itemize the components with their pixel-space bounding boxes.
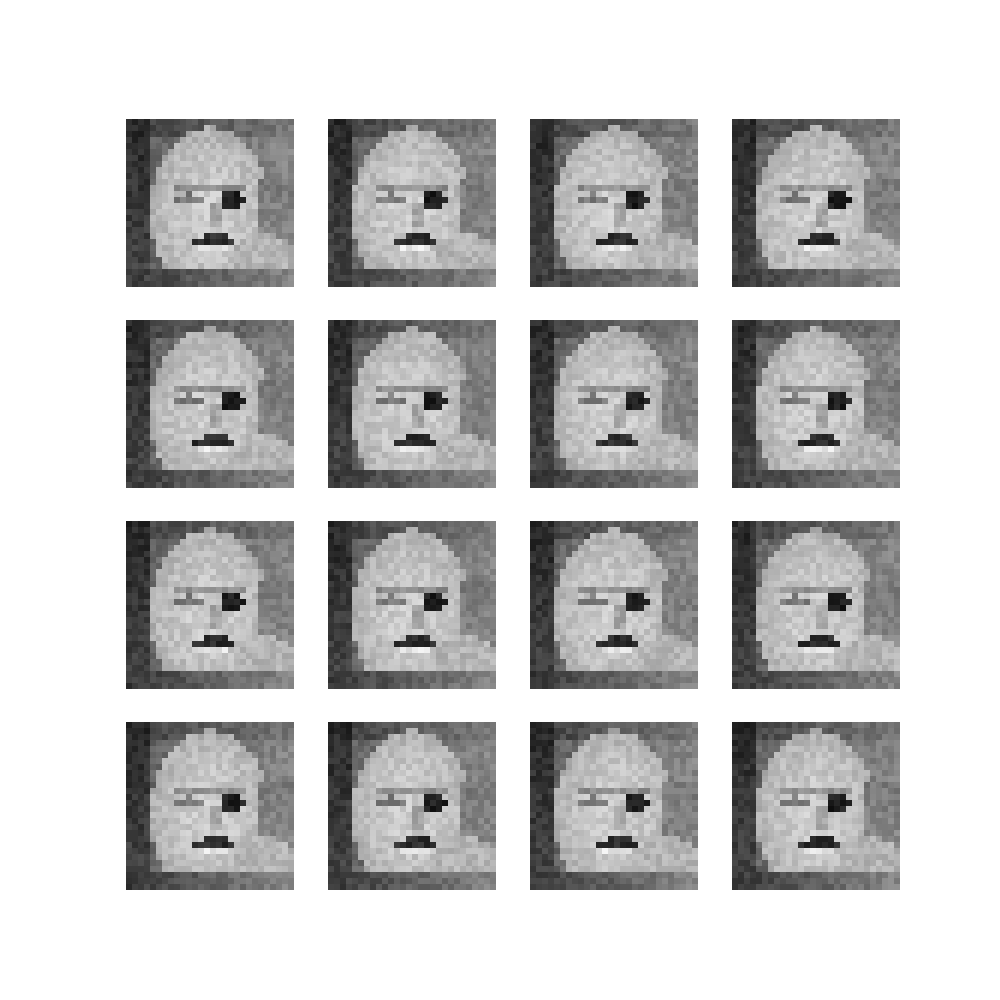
generated-face-tile — [126, 119, 294, 287]
generated-face-tile — [530, 119, 698, 287]
generated-face-tile — [126, 722, 294, 890]
face-sample-image — [328, 521, 496, 689]
face-sample-image — [732, 521, 900, 689]
generated-face-tile — [126, 320, 294, 488]
face-sample-image — [126, 119, 294, 287]
face-sample-image — [530, 521, 698, 689]
generated-face-tile — [530, 722, 698, 890]
face-sample-image — [732, 722, 900, 890]
face-sample-image — [732, 119, 900, 287]
generated-face-tile — [732, 320, 900, 488]
face-sample-image — [328, 119, 496, 287]
face-sample-image — [732, 320, 900, 488]
face-sample-image — [530, 320, 698, 488]
generated-face-tile — [328, 320, 496, 488]
generated-face-tile — [732, 722, 900, 890]
generated-face-tile — [732, 119, 900, 287]
face-sample-image — [530, 119, 698, 287]
generated-face-tile — [328, 722, 496, 890]
generated-face-tile — [732, 521, 900, 689]
generated-face-tile — [126, 521, 294, 689]
face-sample-image — [328, 722, 496, 890]
face-sample-image — [126, 722, 294, 890]
face-sample-image — [126, 521, 294, 689]
generated-face-tile — [530, 521, 698, 689]
face-sample-image — [530, 722, 698, 890]
generated-face-tile — [328, 521, 496, 689]
face-sample-image — [328, 320, 496, 488]
generated-face-tile — [530, 320, 698, 488]
generated-face-tile — [328, 119, 496, 287]
face-sample-image — [126, 320, 294, 488]
